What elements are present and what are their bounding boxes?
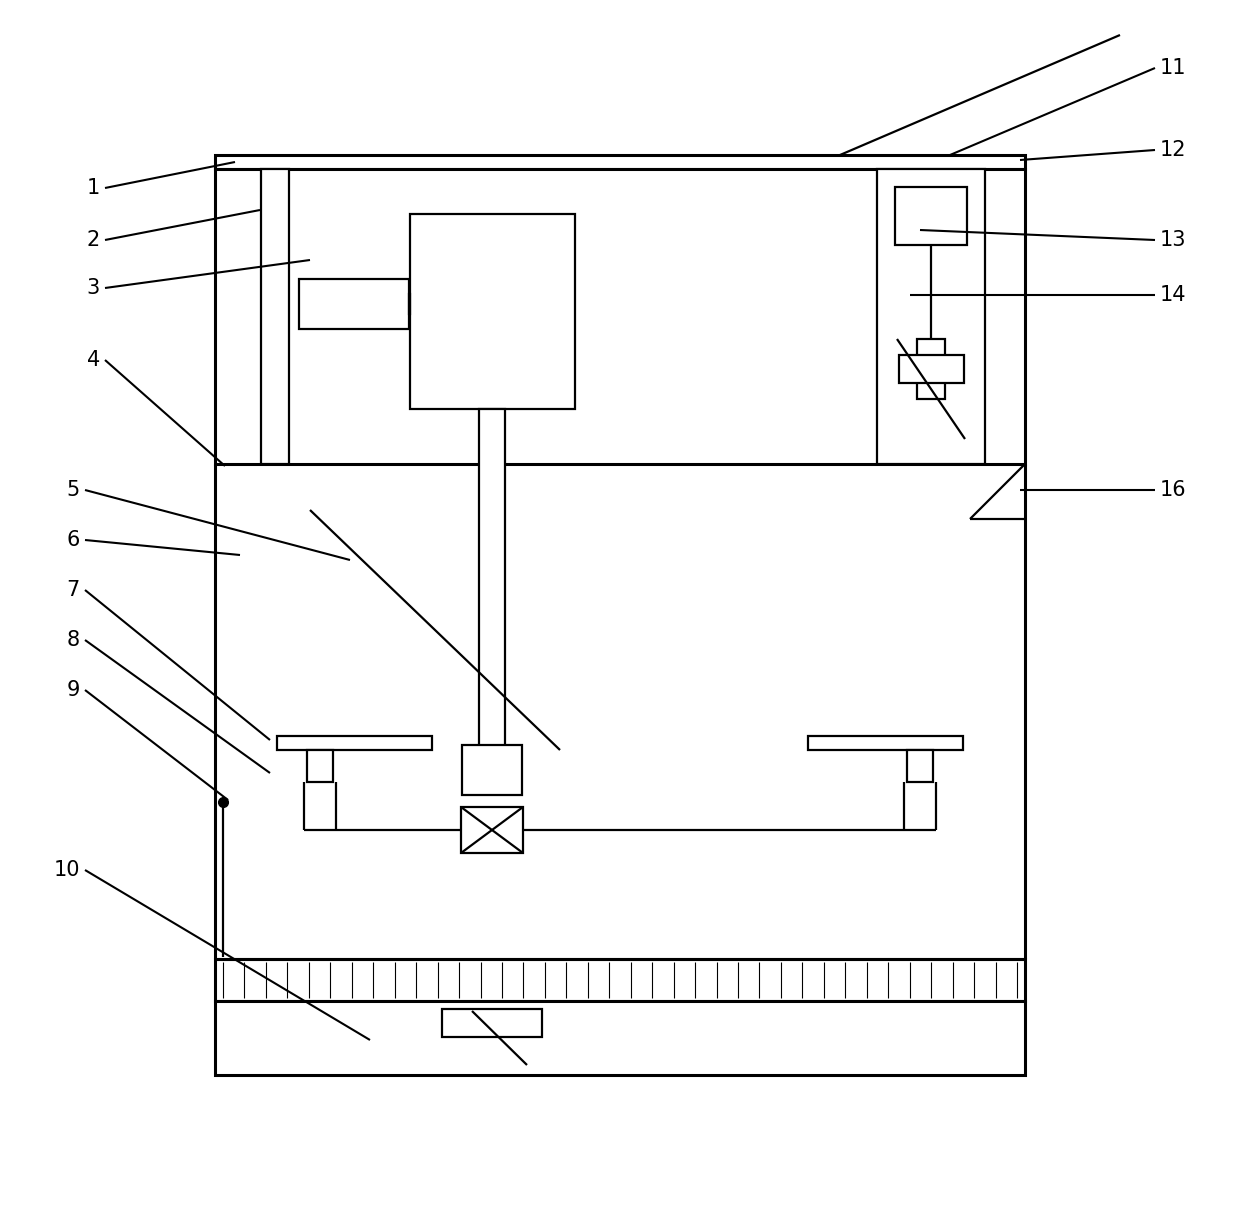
Text: 9: 9 (67, 680, 81, 700)
Bar (461, 807, 523, 853)
Bar (410, 214, 575, 408)
Text: 11: 11 (1159, 58, 1187, 78)
Bar (215, 169, 1025, 464)
Text: 14: 14 (1159, 286, 1187, 305)
Text: 8: 8 (67, 630, 81, 649)
Bar (215, 1001, 1025, 1075)
Bar (463, 745, 522, 795)
Bar (215, 155, 1025, 169)
Text: 1: 1 (87, 178, 100, 198)
Bar (308, 750, 334, 782)
Bar (906, 750, 932, 782)
Bar (899, 355, 963, 383)
Bar (918, 339, 945, 399)
Text: 3: 3 (87, 278, 100, 298)
Text: 5: 5 (67, 480, 81, 500)
Bar (277, 736, 432, 750)
Bar (215, 959, 1025, 1001)
Bar (299, 280, 409, 329)
Bar (479, 408, 505, 760)
Bar (441, 1009, 542, 1038)
Text: 4: 4 (87, 349, 100, 370)
Bar (895, 187, 967, 245)
Text: 10: 10 (53, 860, 81, 880)
Text: 6: 6 (67, 530, 81, 549)
Bar (808, 736, 963, 750)
Text: 2: 2 (87, 230, 100, 249)
Bar (877, 169, 985, 464)
Text: 16: 16 (1159, 480, 1187, 500)
Text: 12: 12 (1159, 140, 1187, 160)
Bar (260, 169, 289, 464)
Text: 7: 7 (67, 580, 81, 600)
Text: 13: 13 (1159, 230, 1187, 249)
